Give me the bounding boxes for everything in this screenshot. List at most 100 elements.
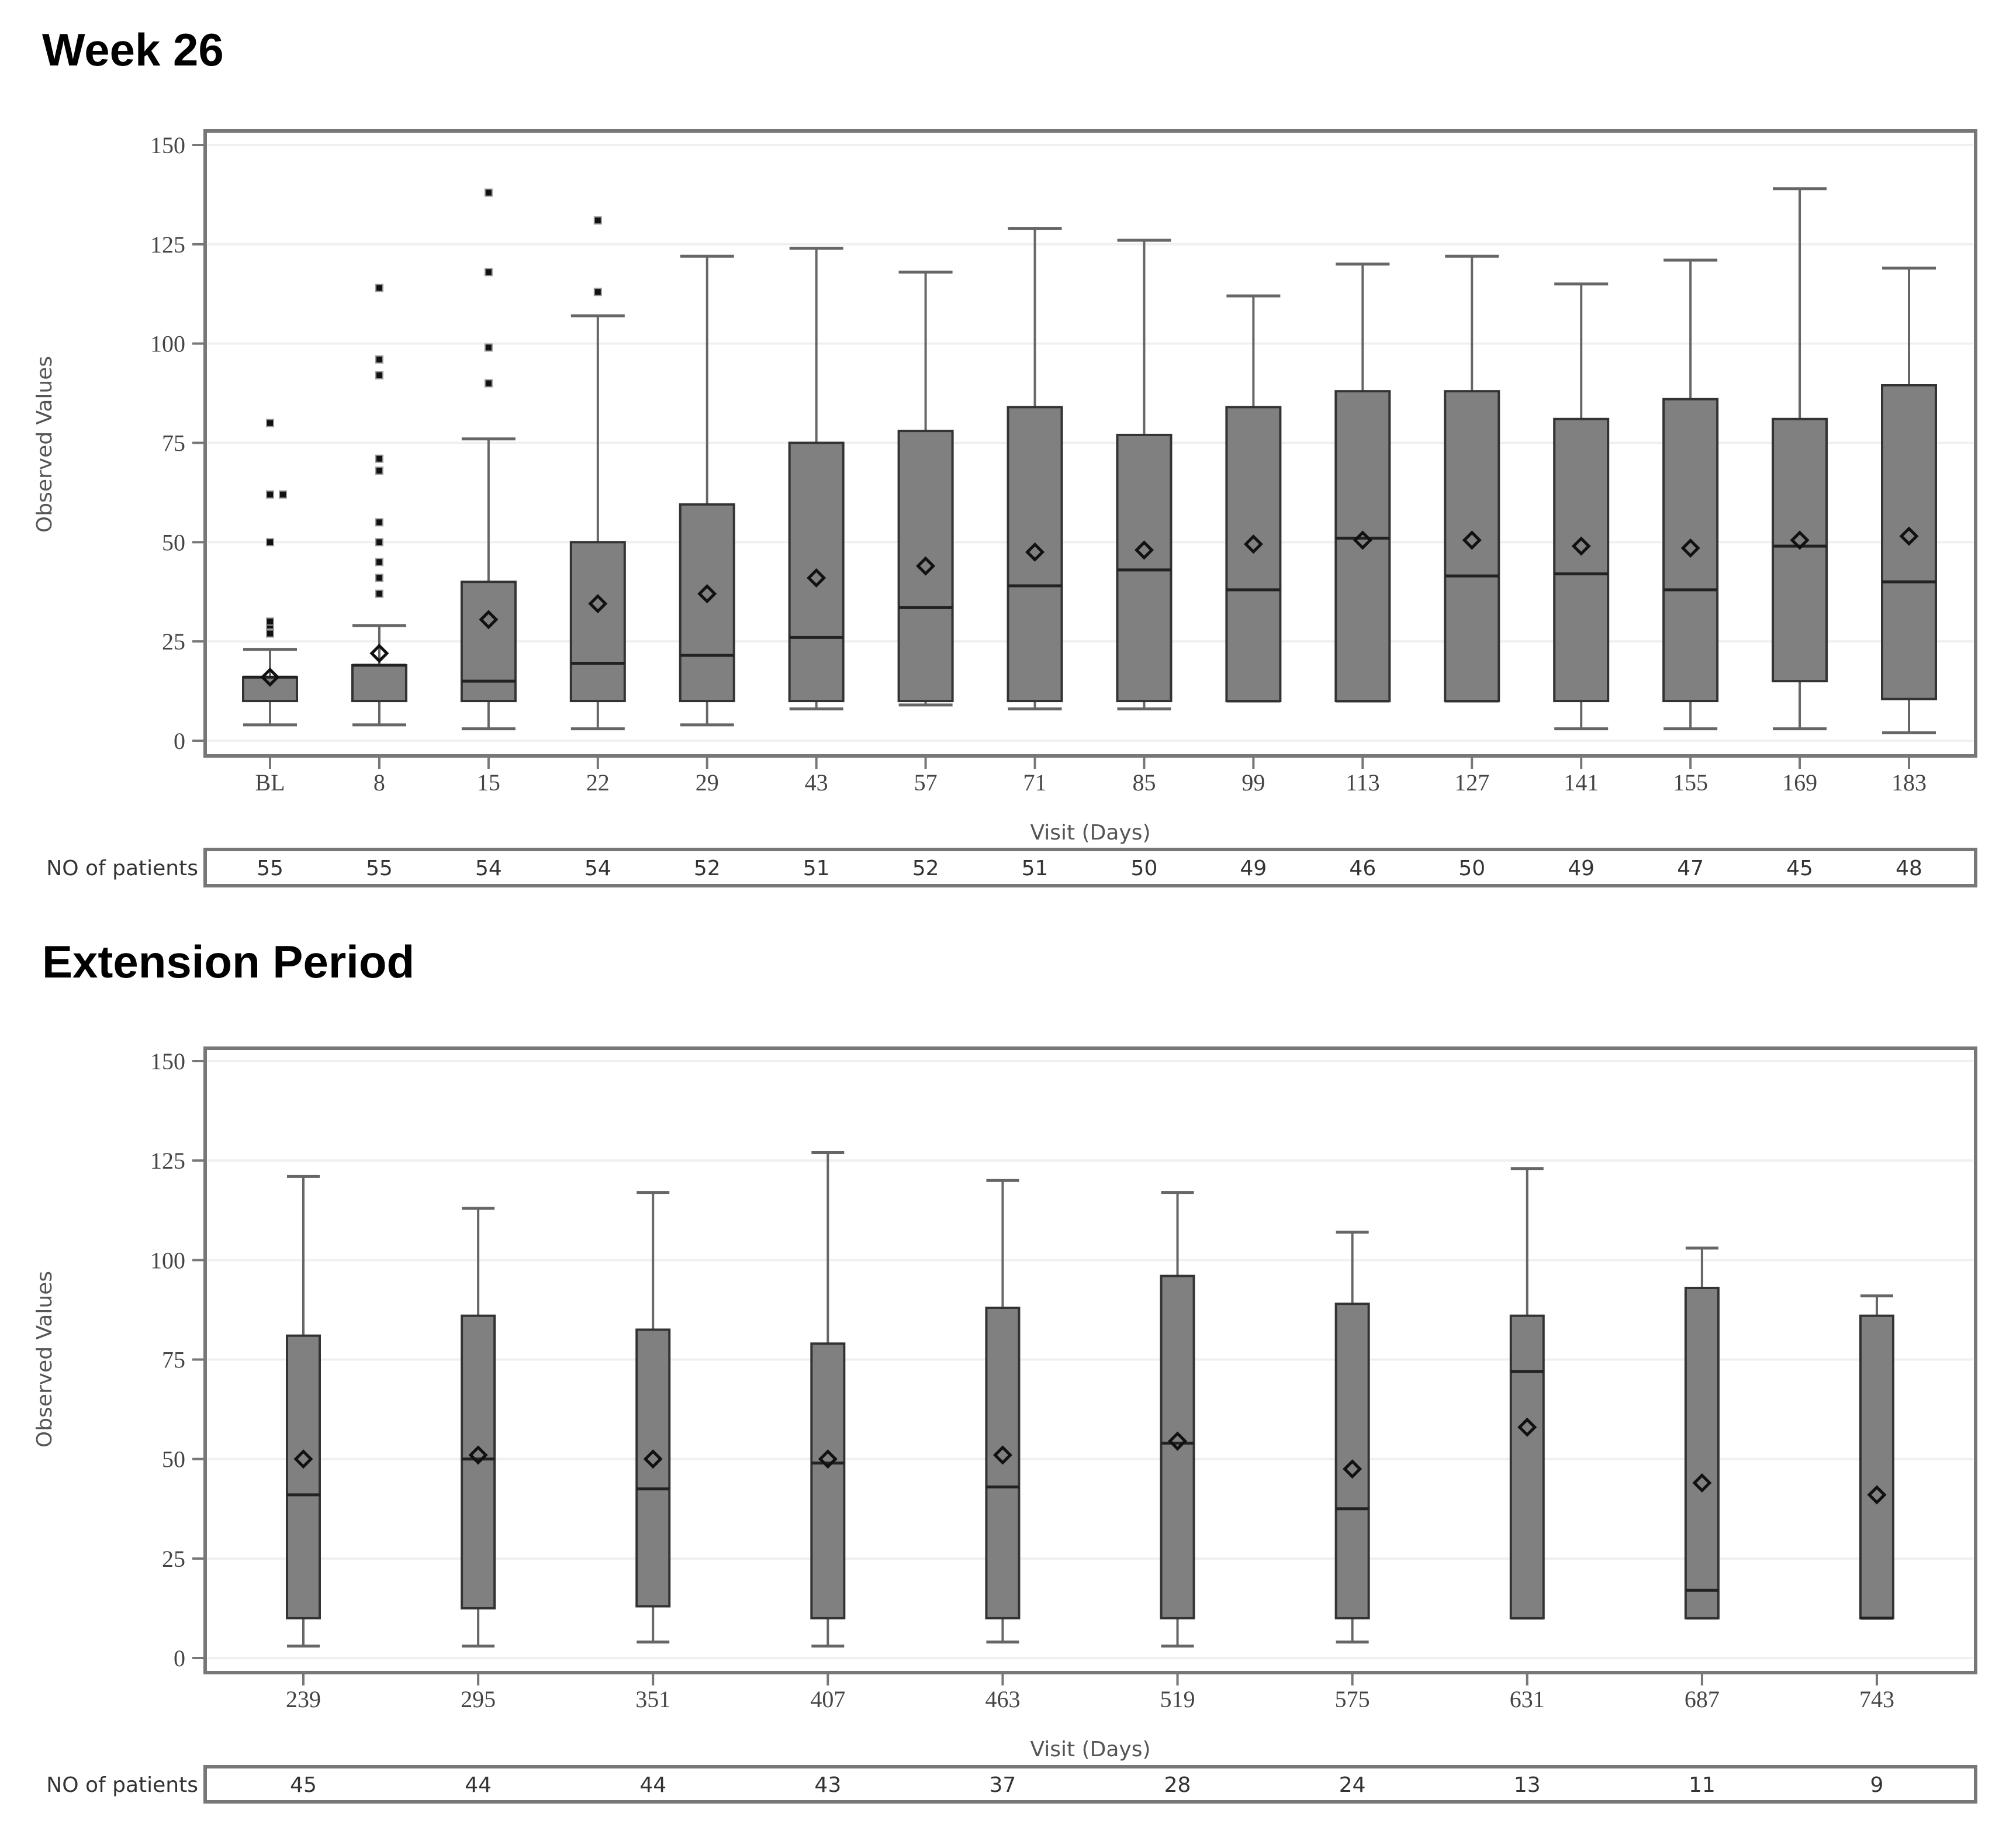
patient-count: 55 — [257, 856, 283, 880]
y-tick-label: 150 — [150, 1048, 185, 1075]
patient-count: 51 — [803, 856, 830, 880]
box-631 — [1509, 1167, 1545, 1620]
mean-diamond-icon — [1353, 530, 1372, 550]
box-iqr — [1160, 1274, 1195, 1619]
y-tick-label: 150 — [150, 132, 185, 158]
box-463 — [985, 1179, 1021, 1644]
x-tick-label: BL — [255, 769, 285, 796]
box-687 — [1684, 1246, 1720, 1620]
outlier-marker-icon — [593, 288, 602, 296]
box-127 — [1444, 254, 1500, 703]
mean-diamond-icon — [1462, 530, 1482, 550]
patient-count: 54 — [585, 856, 611, 880]
patient-count-table — [203, 848, 1977, 887]
box-743 — [1859, 1294, 1894, 1620]
x-tick-label: 295 — [461, 1686, 496, 1712]
patient-count: 47 — [1677, 856, 1704, 880]
box-iqr — [351, 664, 407, 703]
mean-diamond-icon — [1243, 534, 1263, 554]
box-iqr — [810, 1342, 846, 1619]
box-351 — [635, 1191, 671, 1644]
outlier-marker-icon — [375, 538, 383, 547]
patient-count: 52 — [912, 856, 939, 880]
outlier-marker-icon — [375, 284, 383, 292]
box-iqr — [897, 430, 954, 703]
patient-count: 11 — [1689, 1773, 1716, 1797]
mean-diamond-icon — [588, 594, 608, 614]
x-axis-title: Visit (Days) — [1030, 821, 1150, 845]
patient-count: 45 — [1786, 856, 1813, 880]
outlier-marker-icon — [375, 589, 383, 598]
box-85 — [1116, 239, 1173, 711]
outlier-marker-icon — [266, 617, 274, 626]
y-tick-label: 0 — [174, 1645, 185, 1671]
y-tick-label: 50 — [162, 529, 185, 555]
x-tick-label: 43 — [805, 769, 828, 796]
mean-diamond-icon — [1025, 542, 1045, 562]
mean-diamond-icon — [818, 1449, 838, 1469]
outlier-marker-icon — [484, 268, 493, 277]
box-519 — [1160, 1191, 1195, 1648]
box-57 — [897, 270, 954, 707]
outlier-marker-icon — [375, 467, 383, 475]
x-tick-label: 687 — [1685, 1686, 1720, 1712]
y-tick-label: 75 — [162, 430, 185, 457]
mean-diamond-icon — [697, 584, 717, 604]
box-295 — [461, 1207, 496, 1648]
patient-count-label: NO of patients — [46, 856, 198, 880]
mean-diamond-icon — [1692, 1473, 1712, 1493]
patient-count: 48 — [1896, 856, 1922, 880]
box-155 — [1662, 258, 1719, 731]
mean-diamond-icon — [643, 1449, 663, 1469]
patient-count: 28 — [1164, 1773, 1191, 1797]
y-tick-label: 25 — [162, 628, 185, 655]
box-iqr — [242, 676, 298, 703]
x-tick-label: 743 — [1859, 1686, 1894, 1712]
x-tick-label: 57 — [914, 769, 938, 796]
box-iqr — [286, 1334, 321, 1619]
patient-count: 45 — [290, 1773, 317, 1797]
y-tick-label: 50 — [162, 1446, 185, 1473]
extension-boxplot: 0 25 50 75 100 125 150 Observed Values 239 45 295 4… — [33, 1046, 1977, 1804]
patient-count: 24 — [1339, 1773, 1366, 1797]
y-axis-title: Observed Values — [33, 356, 57, 533]
outlier-marker-icon — [375, 454, 383, 463]
box-71 — [1007, 227, 1063, 711]
patient-count: 52 — [694, 856, 721, 880]
box-169 — [1772, 187, 1828, 731]
patient-count: 44 — [465, 1773, 492, 1797]
patient-count: 46 — [1349, 856, 1376, 880]
box-183 — [1881, 267, 1937, 734]
x-tick-label: 575 — [1335, 1686, 1370, 1712]
patient-count: 44 — [639, 1773, 666, 1797]
outlier-marker-icon — [375, 518, 383, 527]
outlier-marker-icon — [484, 188, 493, 197]
x-axis-title: Visit (Days) — [1030, 1738, 1150, 1761]
outlier-marker-icon — [375, 574, 383, 582]
mean-diamond-icon — [260, 667, 280, 687]
patient-count: 43 — [814, 1773, 841, 1797]
y-tick-label: 125 — [150, 1148, 185, 1174]
x-tick-label: 15 — [477, 769, 500, 796]
x-tick-label: 22 — [586, 769, 610, 796]
mean-diamond-icon — [1168, 1431, 1188, 1451]
mean-diamond-icon — [293, 1449, 313, 1469]
patient-count-table — [203, 1765, 1977, 1804]
mean-diamond-icon — [1899, 526, 1919, 546]
outlier-marker-icon — [484, 343, 493, 352]
outlier-marker-icon — [279, 490, 287, 499]
box-iqr — [569, 541, 626, 703]
x-tick-label: 141 — [1564, 769, 1599, 796]
mean-diamond-icon — [1790, 530, 1810, 550]
x-tick-label: 463 — [985, 1686, 1020, 1712]
mean-diamond-icon — [916, 556, 936, 576]
box-239 — [286, 1175, 321, 1648]
box-iqr — [1684, 1286, 1720, 1619]
plot-frame — [203, 129, 1977, 758]
box-iqr — [1662, 398, 1719, 703]
x-tick-label: 631 — [1510, 1686, 1545, 1712]
mean-diamond-icon — [992, 1445, 1012, 1465]
mean-diamond-icon — [1867, 1485, 1887, 1505]
box-iqr — [1509, 1314, 1545, 1619]
y-tick-label: 0 — [174, 728, 185, 754]
